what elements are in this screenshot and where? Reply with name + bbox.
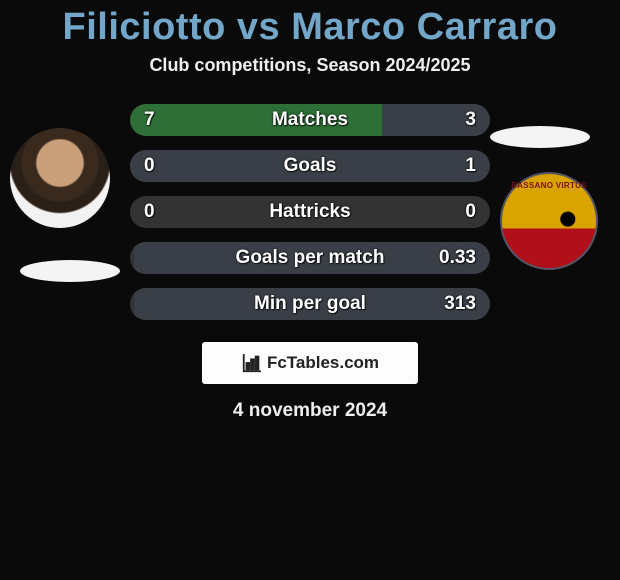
value-right: 0	[465, 201, 476, 223]
subtitle: Club competitions, Season 2024/2025	[0, 55, 620, 76]
player-right-badge: BASSANO VIRTUS	[500, 172, 598, 270]
value-right: 313	[444, 293, 476, 315]
stat-rows: 7 Matches 3 0 Goals 1 0 Hattricks 0 Goals per mat…	[130, 104, 490, 320]
stat-label: Goals per match	[236, 247, 385, 269]
value-right: 3	[465, 109, 476, 131]
stat-row: Min per goal 313	[130, 288, 490, 320]
value-left: 0	[144, 201, 155, 223]
shadow-ellipse-right	[490, 126, 590, 148]
value-right: 0.33	[439, 247, 476, 269]
player-left-avatar	[10, 128, 110, 228]
badge-text: BASSANO VIRTUS	[511, 182, 587, 190]
comparison-infographic: Filiciotto vs Marco Carraro Club competi…	[0, 0, 620, 580]
value-right: 1	[465, 155, 476, 177]
footer-date: 4 november 2024	[0, 400, 620, 422]
stat-label: Hattricks	[269, 201, 350, 223]
stat-row: 0 Goals 1	[130, 150, 490, 182]
stat-row: Goals per match 0.33	[130, 242, 490, 274]
watermark: FcTables.com	[202, 342, 418, 384]
shadow-ellipse-left	[20, 260, 120, 282]
stat-label: Goals	[284, 155, 337, 177]
chart-icon	[241, 352, 263, 374]
value-left: 7	[144, 109, 155, 131]
page-title: Filiciotto vs Marco Carraro	[0, 6, 620, 49]
stat-label: Matches	[272, 109, 348, 131]
watermark-text: FcTables.com	[267, 353, 379, 373]
stat-label: Min per goal	[254, 293, 366, 315]
stat-row: 0 Hattricks 0	[130, 196, 490, 228]
stat-row: 7 Matches 3	[130, 104, 490, 136]
value-left: 0	[144, 155, 155, 177]
